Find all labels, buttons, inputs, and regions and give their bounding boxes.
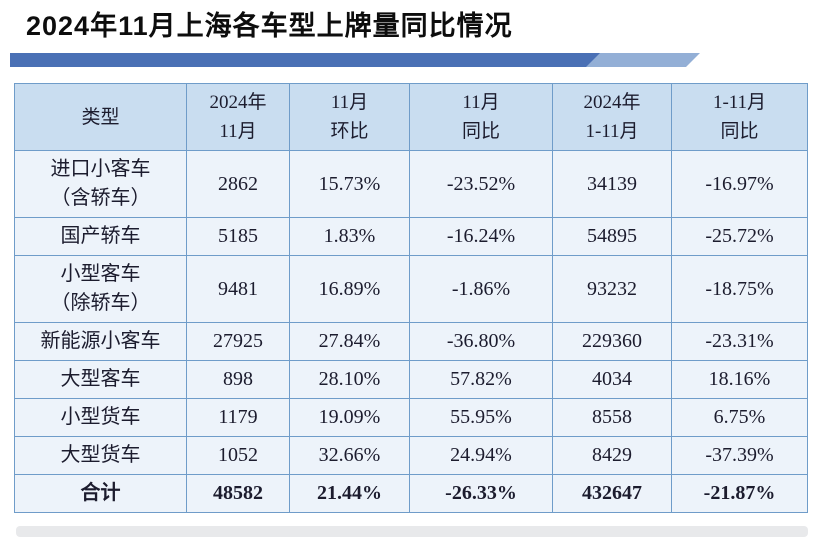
column-header: 11月 环比 [289, 83, 410, 151]
table-cell: -16.97% [671, 150, 808, 218]
table-cell: 国产轿车 [14, 217, 187, 256]
column-header: 2024年 1-11月 [552, 83, 672, 151]
table-cell: 32.66% [289, 436, 410, 475]
title-underline-bar-light-segment [578, 53, 700, 67]
table-cell: -23.52% [409, 150, 553, 218]
table-row: 进口小客车 （含轿车） 2862 15.73% -23.52% 34139 -16.97% [14, 150, 808, 218]
table-cell: 55.95% [409, 398, 553, 437]
table-cell: 合计 [14, 474, 187, 513]
vehicle-registration-table: 类型 2024年 11月 11月 环比 11月 同比 2024年 1-11月 1-11月 … [14, 83, 808, 513]
table-cell: 93232 [552, 255, 672, 323]
total-row: 合计 48582 21.44% -26.33% 432647 -21.87% [14, 474, 808, 513]
table-cell: 34139 [552, 150, 672, 218]
table-cell: 新能源小客车 [14, 322, 187, 361]
table-cell: 1179 [186, 398, 290, 437]
table-cell: 1.83% [289, 217, 410, 256]
table-cell: 28.10% [289, 360, 410, 399]
table-cell: -18.75% [671, 255, 808, 323]
table-cell: 15.73% [289, 150, 410, 218]
page-title: 2024年11月上海各车型上牌量同比情况 [26, 11, 513, 41]
table-cell: -1.86% [409, 255, 553, 323]
table-row: 国产轿车 5185 1.83% -16.24% 54895 -25.72% [14, 217, 808, 256]
table-cell: -21.87% [671, 474, 808, 513]
table-row: 大型客车 898 28.10% 57.82% 4034 18.16% [14, 360, 808, 399]
table-cell: 27.84% [289, 322, 410, 361]
table-cell: 18.16% [671, 360, 808, 399]
column-header: 2024年 11月 [186, 83, 290, 151]
table-row: 新能源小客车 27925 27.84% -36.80% 229360 -23.31% [14, 322, 808, 361]
table-cell: 54895 [552, 217, 672, 256]
table-cell: 2862 [186, 150, 290, 218]
table-cell: 1052 [186, 436, 290, 475]
table-cell: -16.24% [409, 217, 553, 256]
table-header-row: 类型 2024年 11月 11月 环比 11月 同比 2024年 1-11月 1-11月 … [14, 83, 808, 151]
table-cell: 小型客车 （除轿车） [14, 255, 187, 323]
table-cell: -25.72% [671, 217, 808, 256]
table-cell: 大型货车 [14, 436, 187, 475]
table-cell: 21.44% [289, 474, 410, 513]
bottom-shadow [16, 526, 808, 537]
table-cell: 27925 [186, 322, 290, 361]
column-header: 1-11月 同比 [671, 83, 808, 151]
title-underline-bar-dark-segment [10, 53, 600, 67]
column-header: 类型 [14, 83, 187, 151]
table-cell: -26.33% [409, 474, 553, 513]
table-cell: 16.89% [289, 255, 410, 323]
table-cell: 8429 [552, 436, 672, 475]
table-body: 进口小客车 （含轿车） 2862 15.73% -23.52% 34139 -16.97%… [14, 150, 808, 513]
column-header: 11月 同比 [409, 83, 553, 151]
title-underline-bar [10, 53, 810, 67]
table-cell: 大型客车 [14, 360, 187, 399]
table-cell: 小型货车 [14, 398, 187, 437]
table-row: 小型客车 （除轿车） 9481 16.89% -1.86% 93232 -18.75% [14, 255, 808, 323]
table-cell: 5185 [186, 217, 290, 256]
table-cell: 229360 [552, 322, 672, 361]
table-cell: 432647 [552, 474, 672, 513]
table-row: 大型货车 1052 32.66% 24.94% 8429 -37.39% [14, 436, 808, 475]
table-header: 类型 2024年 11月 11月 环比 11月 同比 2024年 1-11月 1-11月 … [14, 83, 808, 151]
table-cell: -37.39% [671, 436, 808, 475]
table-cell: 9481 [186, 255, 290, 323]
table-cell: 8558 [552, 398, 672, 437]
table-cell: 4034 [552, 360, 672, 399]
table-cell: 进口小客车 （含轿车） [14, 150, 187, 218]
table-cell: 6.75% [671, 398, 808, 437]
table-cell: 48582 [186, 474, 290, 513]
table-row: 小型货车 1179 19.09% 55.95% 8558 6.75% [14, 398, 808, 437]
table-cell: 24.94% [409, 436, 553, 475]
table-cell: 898 [186, 360, 290, 399]
table-cell: -36.80% [409, 322, 553, 361]
table-cell: 19.09% [289, 398, 410, 437]
table-cell: 57.82% [409, 360, 553, 399]
table-cell: -23.31% [671, 322, 808, 361]
